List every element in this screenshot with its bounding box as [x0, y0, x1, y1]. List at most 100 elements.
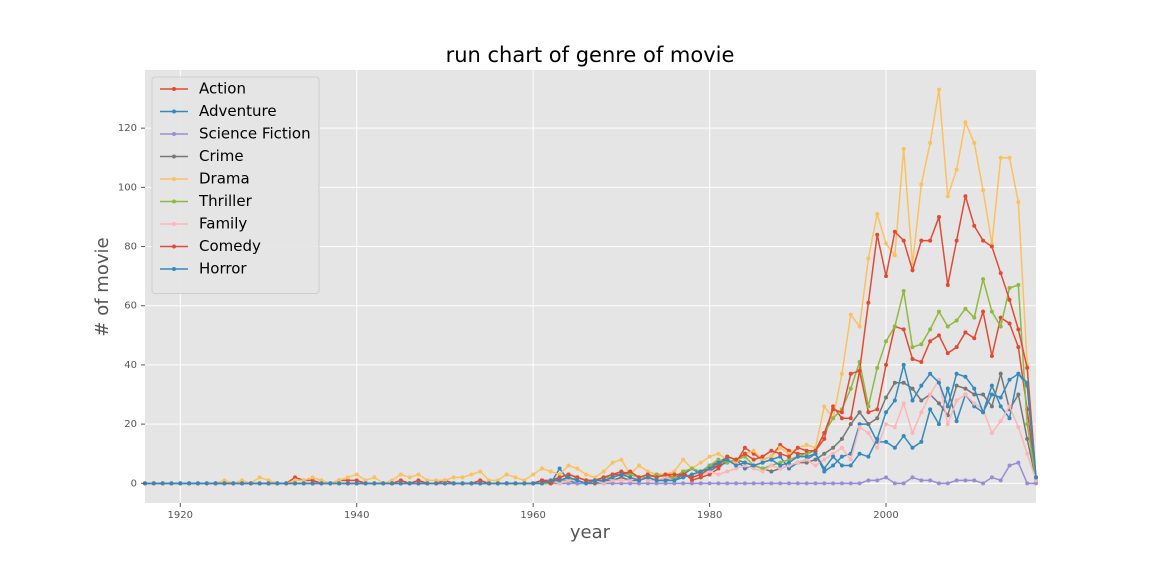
data-point	[610, 475, 615, 480]
data-point	[963, 478, 968, 483]
y-tick-label: 20	[124, 419, 137, 430]
data-point	[592, 475, 597, 480]
data-point	[645, 469, 650, 474]
data-point	[716, 451, 721, 456]
data-point	[945, 283, 950, 288]
data-point	[954, 167, 959, 172]
data-point	[610, 478, 615, 483]
data-point	[778, 454, 783, 459]
data-point	[839, 481, 844, 486]
data-point	[751, 466, 756, 471]
data-point	[822, 466, 827, 471]
data-point	[645, 472, 650, 477]
data-point	[301, 481, 306, 486]
data-point	[928, 371, 933, 376]
data-point	[866, 431, 871, 436]
data-point	[972, 223, 977, 228]
data-point	[681, 475, 686, 480]
data-point	[398, 478, 403, 483]
data-point	[495, 478, 500, 483]
data-point	[363, 481, 368, 486]
data-point	[998, 404, 1003, 409]
data-point	[866, 256, 871, 261]
data-point	[601, 478, 606, 483]
data-point	[778, 463, 783, 468]
data-point	[901, 146, 906, 151]
data-point	[981, 238, 986, 243]
data-point	[319, 481, 324, 486]
data-point	[645, 481, 650, 486]
data-point	[848, 312, 853, 317]
data-point	[901, 238, 906, 243]
data-point	[231, 481, 236, 486]
data-point	[725, 469, 730, 474]
data-point	[619, 475, 624, 480]
data-point	[513, 475, 518, 480]
data-point	[434, 481, 439, 486]
data-point	[839, 463, 844, 468]
data-point	[998, 371, 1003, 376]
data-point	[831, 481, 836, 486]
data-point	[513, 481, 518, 486]
y-tick-label: 40	[124, 360, 137, 371]
data-point	[619, 481, 624, 486]
data-point	[451, 475, 456, 480]
data-point	[707, 469, 712, 474]
data-point	[1016, 327, 1021, 332]
data-point	[981, 481, 986, 486]
data-point	[1025, 451, 1030, 456]
data-point	[936, 214, 941, 219]
data-point	[1007, 285, 1012, 290]
data-point	[672, 478, 677, 483]
data-point	[469, 472, 474, 477]
data-point	[1034, 481, 1038, 486]
data-point	[998, 478, 1003, 483]
legend-label: Thriller	[198, 192, 253, 210]
data-point	[539, 481, 544, 486]
data-point	[769, 463, 774, 468]
data-point	[451, 481, 456, 486]
data-point	[919, 478, 924, 483]
data-point	[848, 422, 853, 427]
data-point	[1034, 475, 1038, 480]
data-point	[831, 454, 836, 459]
data-point	[539, 466, 544, 471]
data-point	[989, 354, 994, 359]
data-point	[522, 481, 527, 486]
data-point	[204, 481, 209, 486]
data-point	[240, 478, 245, 483]
data-point	[813, 451, 818, 456]
data-point	[831, 404, 836, 409]
data-point	[786, 463, 791, 468]
x-tick-label: 1920	[168, 510, 193, 521]
data-point	[884, 241, 889, 246]
data-point	[945, 404, 950, 409]
data-point	[504, 481, 509, 486]
data-point	[857, 425, 862, 430]
data-point	[928, 407, 933, 412]
data-point	[954, 371, 959, 376]
data-point	[778, 466, 783, 471]
data-point	[1025, 380, 1030, 385]
data-point	[989, 431, 994, 436]
x-tick-label: 1940	[344, 510, 369, 521]
data-point	[460, 481, 465, 486]
data-point	[1007, 297, 1012, 302]
data-point	[601, 481, 606, 486]
data-point	[654, 478, 659, 483]
data-point	[522, 478, 527, 483]
data-point	[689, 478, 694, 483]
data-point	[866, 478, 871, 483]
data-point	[884, 362, 889, 367]
data-point	[672, 469, 677, 474]
data-point	[778, 481, 783, 486]
data-point	[892, 445, 897, 450]
data-point	[769, 454, 774, 459]
data-point	[381, 481, 386, 486]
data-point	[257, 475, 262, 480]
data-point	[716, 472, 721, 477]
data-point	[301, 478, 306, 483]
data-point	[795, 481, 800, 486]
data-point	[945, 422, 950, 427]
data-point	[742, 463, 747, 468]
